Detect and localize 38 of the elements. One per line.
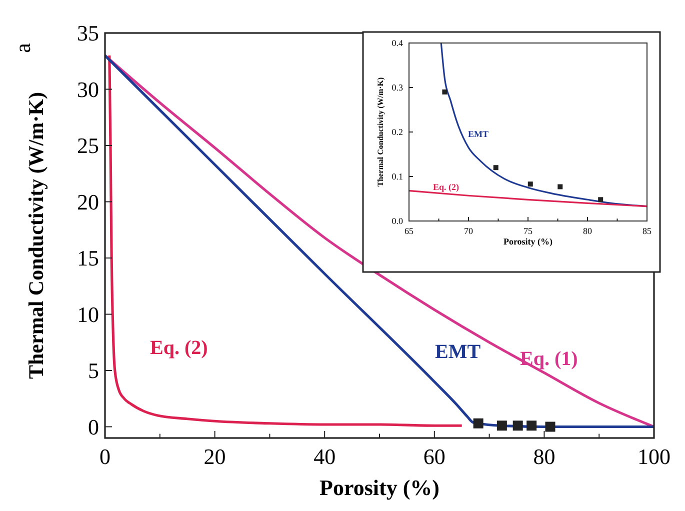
point: [528, 182, 533, 187]
x-tick-label: 85: [642, 226, 652, 236]
y-tick-label: 35: [77, 20, 99, 46]
x-tick-label: 65: [404, 226, 414, 236]
series-label: Eq. (2): [433, 182, 460, 192]
point: [598, 197, 604, 202]
x-tick-label: 100: [638, 444, 670, 469]
series-label: EMT: [435, 341, 482, 363]
y-tick-label: 30: [77, 76, 99, 102]
y-tick-label: 0.4: [392, 38, 404, 48]
y-tick-label: 0: [88, 414, 99, 440]
y-tick-label: 15: [77, 246, 99, 271]
x-tick-label: 40: [314, 444, 336, 469]
y-tick-label: 0.3: [392, 82, 404, 93]
x-axis-title: Porosity (%): [503, 236, 553, 246]
point: [442, 89, 448, 94]
series-label: EMT: [468, 129, 489, 139]
x-tick-label: 70: [464, 226, 474, 236]
x-tick-label: 60: [423, 444, 446, 469]
series-label: Eq. (2): [150, 337, 208, 359]
x-tick-label: 20: [204, 444, 226, 469]
text: a: [10, 42, 35, 53]
x-tick-label: 75: [524, 226, 533, 236]
y-tick-label: 0.1: [392, 172, 403, 182]
line-series: [105, 54, 654, 428]
y-axis-title: Thermal Conductivity (W/m·K): [376, 77, 385, 187]
x-axis-title: Porosity (%): [320, 475, 440, 500]
x-tick-label: 80: [533, 444, 556, 469]
y-axis-title: Thermal Conductivity (W/m·K): [24, 92, 48, 379]
point: [493, 165, 498, 170]
y-tick-label: 0.2: [392, 127, 403, 138]
y-tick-label: 20: [77, 189, 99, 214]
point: [558, 184, 563, 190]
y-tick-label: 25: [77, 133, 99, 158]
y-tick-label: 5: [88, 358, 99, 384]
x-tick-label: 80: [583, 226, 592, 236]
y-tick-label: 10: [77, 302, 99, 327]
y-tick-label: 0.0: [392, 216, 404, 226]
